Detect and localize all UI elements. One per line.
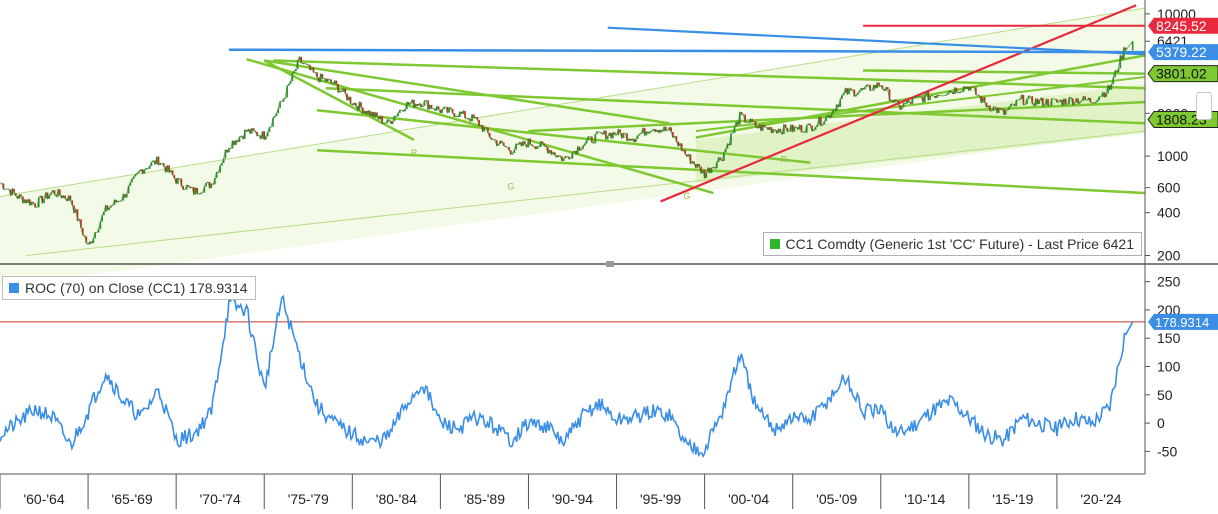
x-tick-label: '05-'09 <box>816 491 857 507</box>
channel-lower-line <box>26 130 1146 256</box>
value-box <box>1147 65 1218 83</box>
blue-horizontal-line <box>228 48 1146 54</box>
panel-toggle-icon[interactable] <box>1196 92 1212 120</box>
trend-line <box>246 58 714 195</box>
value-box <box>1148 313 1218 330</box>
y-tick-label: 50 <box>1157 387 1173 403</box>
value-box <box>1148 17 1218 34</box>
price-line <box>0 40 1134 246</box>
roc-line <box>0 294 1134 459</box>
blue-trend-line <box>607 26 1146 56</box>
x-tick-label: '80-'84 <box>376 491 417 507</box>
x-tick-label: '85-'89 <box>464 491 505 507</box>
x-tick-label: '70-'74 <box>200 491 241 507</box>
trend-line <box>325 86 1146 125</box>
price-legend-swatch <box>769 239 780 249</box>
value-box-label: 3801.02 <box>1156 66 1207 82</box>
trend-line <box>528 100 1146 133</box>
x-tick-label: '10-'14 <box>904 491 945 507</box>
price-legend-label: CC1 Comdty (Generic 1st 'CC' Future) - L… <box>785 236 1134 252</box>
trend-line <box>863 69 1146 75</box>
y-tick-label: 250 <box>1157 274 1181 290</box>
trend-line <box>263 59 415 141</box>
trend-line <box>272 59 1146 90</box>
trend-line <box>264 59 670 125</box>
price-panel: R G G R <box>0 4 1146 288</box>
x-tick-label: '90-'94 <box>552 491 593 507</box>
x-tick-label: '15-'19 <box>992 491 1033 507</box>
y-tick-label: 100 <box>1157 359 1181 375</box>
y-tick-label: 1000 <box>1157 148 1188 164</box>
y-tick-label: -50 <box>1157 443 1177 459</box>
divider-handle-icon <box>606 261 614 267</box>
channel-upper-line <box>0 7 1146 197</box>
value-box-label: 178.9314 <box>1155 315 1209 330</box>
y-tick-label: 600 <box>1157 180 1181 196</box>
x-tick-label: '65-'69 <box>112 491 153 507</box>
trend-line <box>695 75 1146 133</box>
value-box-label: 5379.22 <box>1156 44 1207 60</box>
roc-panel <box>0 294 1145 459</box>
price-legend: CC1 Comdty (Generic 1st 'CC' Future) - L… <box>762 232 1142 256</box>
y-tick-label: 0 <box>1157 415 1165 431</box>
roc-legend: ROC (70) on Close (CC1) 178.9314 <box>2 276 256 300</box>
roc-legend-label: ROC (70) on Close (CC1) 178.9314 <box>25 280 248 296</box>
x-tick-label: '00-'04 <box>728 491 769 507</box>
annotation-label: R <box>781 155 788 165</box>
inner-channel-fill <box>695 84 1145 183</box>
y-tick-label: 200 <box>1157 247 1181 263</box>
x-tick-label: '60-'64 <box>23 491 64 507</box>
annotation-label: R <box>411 148 418 158</box>
x-tick-label: '95-'99 <box>640 491 681 507</box>
value-box <box>1148 44 1218 61</box>
x-tick-label: '20-'24 <box>1080 491 1121 507</box>
annotation-label: G <box>683 191 690 201</box>
value-box-label: 1808.23 <box>1156 112 1207 128</box>
annotation-label: G <box>507 182 514 192</box>
trend-line <box>316 109 811 164</box>
value-box-label: 8245.52 <box>1156 18 1207 34</box>
roc-legend-swatch <box>9 283 19 293</box>
y-tick-label: 150 <box>1157 330 1181 346</box>
channel-fill <box>0 8 1145 288</box>
y-tick-label: 400 <box>1157 205 1181 221</box>
x-tick-label: '75-'79 <box>288 491 329 507</box>
